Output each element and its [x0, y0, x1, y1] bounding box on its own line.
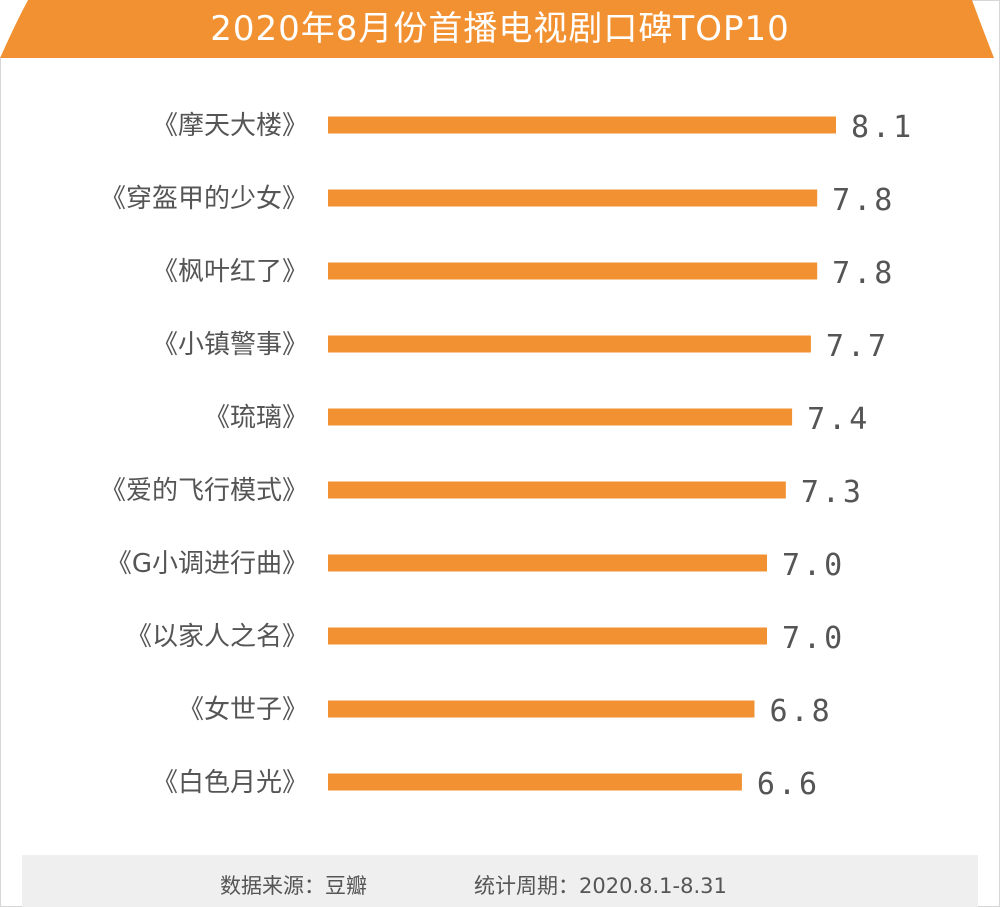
- bar: [328, 262, 818, 280]
- category-label: 《琉璃》: [204, 403, 308, 433]
- category-label: 《白色月光》: [152, 768, 308, 798]
- value-label: 7.0: [782, 548, 845, 583]
- title-banner: 2020年8月份首播电视剧口碑TOP10: [0, 0, 1000, 58]
- chart-title: 2020年8月份首播电视剧口碑TOP10: [210, 9, 790, 49]
- value-label: 6.6: [757, 767, 820, 802]
- footer-period: 统计周期：2020.8.1-8.31: [474, 874, 727, 898]
- bar: [328, 554, 768, 572]
- value-label: 7.7: [826, 329, 889, 364]
- bar: [328, 189, 818, 207]
- footer: 数据来源：豆瓣 统计周期：2020.8.1-8.31: [22, 855, 978, 907]
- value-label: 7.0: [782, 621, 845, 656]
- title-banner-shape: [0, 0, 994, 58]
- bar: [328, 335, 811, 353]
- bar: [328, 700, 755, 718]
- value-label: 7.8: [832, 183, 895, 218]
- bar-chart: 《摩天大楼》 8.1 《穿盔甲的少女》 7.8 《枫叶红了》 7.8 《小镇警事》 7.7 《琉…: [100, 110, 914, 802]
- bar: [328, 627, 768, 645]
- category-label: 《小镇警事》: [152, 330, 308, 360]
- value-label: 7.3: [801, 475, 864, 510]
- bar: [328, 481, 786, 499]
- bar: [328, 408, 793, 426]
- value-label: 7.8: [832, 256, 895, 291]
- bar: [328, 773, 742, 791]
- value-label: 6.8: [769, 694, 832, 729]
- value-label: 8.1: [851, 110, 914, 145]
- category-label: 《穿盔甲的少女》: [100, 184, 308, 214]
- category-label: 《以家人之名》: [126, 622, 308, 652]
- bar: [328, 116, 836, 134]
- category-label: 《G小调进行曲》: [106, 549, 308, 579]
- category-label: 《摩天大楼》: [152, 111, 308, 141]
- value-label: 7.4: [807, 402, 870, 437]
- category-label: 《爱的飞行模式》: [100, 476, 308, 506]
- footer-source: 数据来源：豆瓣: [220, 874, 367, 898]
- category-label: 《女世子》: [178, 695, 308, 725]
- category-label: 《枫叶红了》: [152, 257, 308, 287]
